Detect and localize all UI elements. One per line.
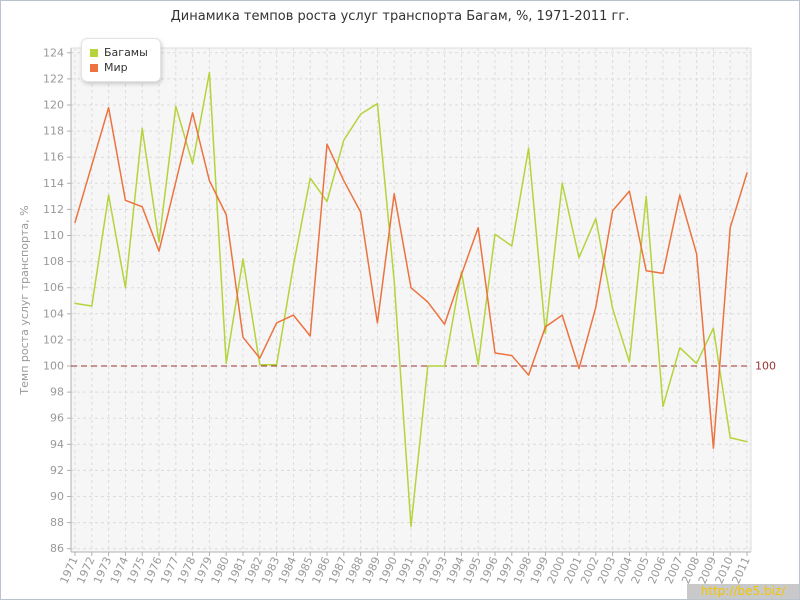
watermark-link[interactable]: http://be5.biz/: [687, 584, 799, 599]
y-tick-label: 110: [43, 229, 64, 242]
y-tick-label: 106: [43, 281, 64, 294]
y-tick-label: 112: [43, 203, 64, 216]
chart-title: Динамика темпов роста услуг транспорта Б…: [170, 9, 630, 24]
y-tick-label: 86: [50, 542, 64, 555]
y-tick-label: 102: [43, 333, 64, 346]
y-tick-label: 118: [43, 125, 64, 138]
y-tick-label: 104: [43, 307, 64, 320]
y-tick-label: 92: [50, 464, 64, 477]
y-tick-label: 96: [50, 412, 64, 425]
y-tick-label: 100: [43, 360, 64, 373]
legend-item-bahamas[interactable]: Багамы: [90, 45, 148, 60]
y-axis-title: Темп роста услуг транспорта, %: [18, 205, 31, 395]
legend-swatch-world: [90, 63, 98, 72]
legend-label-world: Мир: [104, 61, 128, 74]
x-gridlines: [74, 48, 748, 556]
x-axis-labels: 1971197219731974197519761977197819791980…: [57, 555, 752, 586]
y-tick-label: 120: [43, 99, 64, 112]
y-tick-label: 90: [50, 490, 64, 503]
legend-swatch-bahamas: [90, 48, 98, 57]
legend-item-world[interactable]: Мир: [90, 60, 148, 75]
y-tick-label: 88: [50, 516, 64, 529]
y-tick-label: 124: [43, 46, 64, 59]
y-tick-label: 98: [50, 386, 64, 399]
y-axis-labels: 86 88 90 92 94 96 98 100 102 104 106 108 110 112 114 11…: [43, 46, 64, 555]
legend: Багамы Мир: [81, 38, 161, 82]
guide-label-100: 100: [755, 360, 776, 373]
y-tick-label: 108: [43, 255, 64, 268]
y-tick-label: 94: [50, 438, 64, 451]
y-tick-label: 116: [43, 151, 64, 164]
y-tick-label: 114: [43, 177, 64, 190]
legend-label-bahamas: Багамы: [104, 46, 148, 59]
series-line-bahamas: [74, 71, 748, 528]
y-tick-label: 122: [43, 72, 64, 85]
series-line-world: [74, 106, 748, 449]
